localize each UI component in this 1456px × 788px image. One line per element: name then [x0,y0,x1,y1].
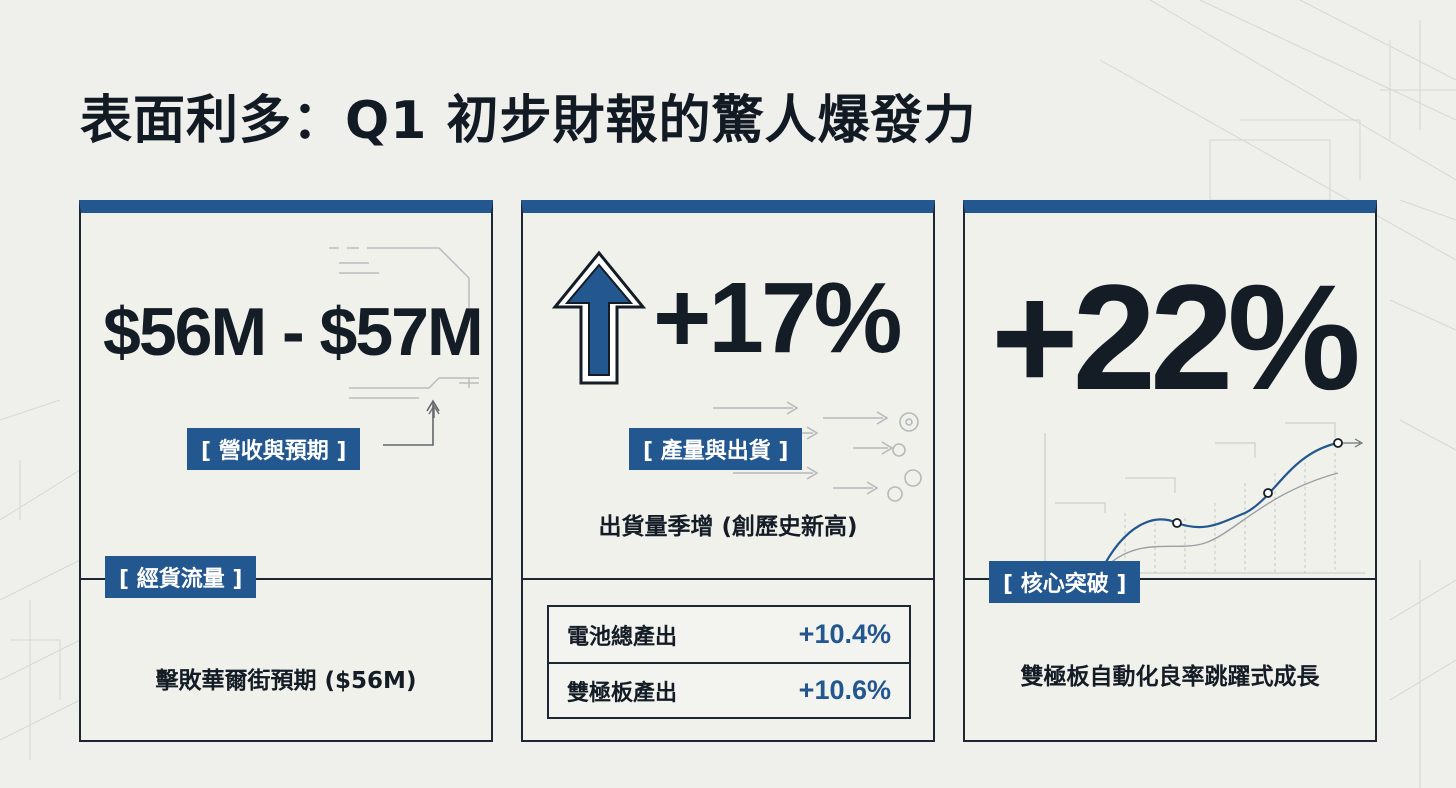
breakthrough-card: +22% [ 核心突破 ] 雙極板自動化良率跳躍式成長 [963,200,1377,742]
revenue-caption: 擊敗華爾街預期 ($56M) [155,668,417,694]
card-divider [523,578,933,580]
revenue-card: $56M - $57M [ 營收與預期 ] [ 經貨流量 ] 擊敗華爾街預期 (… [79,200,493,742]
revenue-tag: [ 營收與預期 ] [187,428,361,470]
shipment-growth-value: +17% [653,262,903,374]
cashflow-tag: [ 經貨流量 ] [105,556,257,598]
yield-caption: 雙極板自動化良率跳躍式成長 [1020,664,1320,690]
connector-arrow-icon [383,399,440,446]
table-row: 雙極板產出 +10.6% [549,662,909,717]
revenue-range-value: $56M - $57M [103,294,484,370]
battery-output-label: 電池總產出 [567,624,678,650]
blueprint-lines-decoration [329,247,479,418]
bipolar-plate-output-value: +10.6% [798,675,891,705]
battery-output-value: +10.4% [798,619,891,649]
production-tag: [ 產量與出貨 ] [629,428,803,470]
core-breakthrough-tag: [ 核心突破 ] [989,561,1141,603]
production-card: +17% [ 產量與出貨 ] 出貨量季增 (創歷史新高) 電池總產出 +10.4… [521,200,935,742]
bipolar-plate-output-label: 雙極板產出 [567,680,678,706]
growth-trend-decoration [1044,422,1365,574]
page-title: 表面利多：Q1 初步財報的驚人爆發力 [80,91,977,151]
card-divider [81,578,491,580]
up-arrow-icon [551,250,647,385]
output-table: 電池總產出 +10.4% 雙極板產出 +10.6% [547,605,911,719]
shipment-caption: 出貨量季增 (創歷史新高) [598,514,858,540]
card-divider [965,578,1375,580]
yield-growth-value: +22% [991,253,1361,421]
table-row: 電池總產出 +10.4% [549,607,909,662]
